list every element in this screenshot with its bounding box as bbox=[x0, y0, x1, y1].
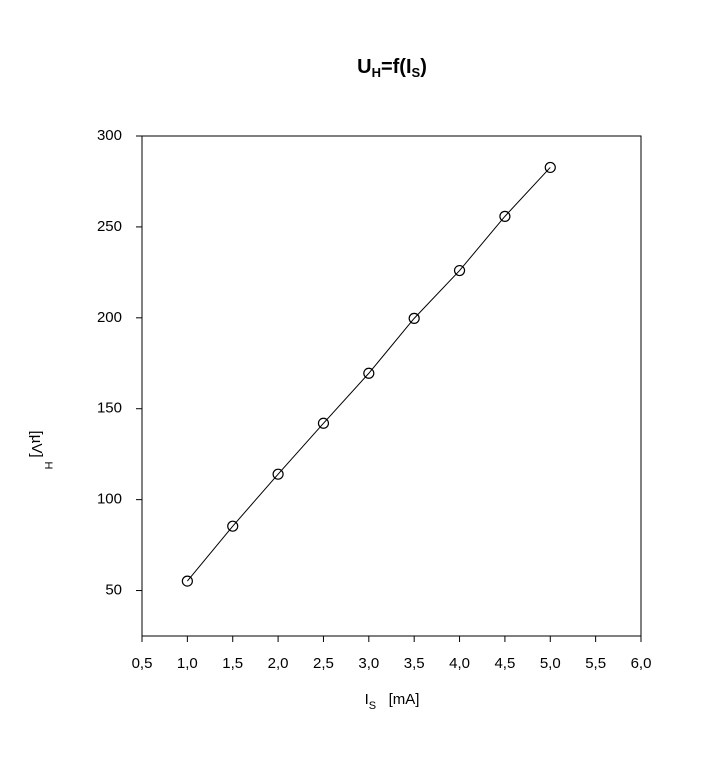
data-point bbox=[272, 468, 284, 480]
y-tick-label: 50 bbox=[105, 582, 122, 599]
data-point bbox=[408, 312, 420, 324]
y-tick-label: 250 bbox=[97, 218, 122, 235]
data-line bbox=[186, 167, 551, 582]
data-point bbox=[227, 520, 239, 532]
x-label-text: [mA] bbox=[376, 691, 419, 708]
x-tick-label: 1,0 bbox=[177, 655, 198, 672]
x-tick-label: 2,0 bbox=[268, 655, 289, 672]
x-tick-label: 4,5 bbox=[494, 655, 515, 672]
data-point bbox=[181, 575, 193, 587]
title-subscript: H bbox=[372, 65, 381, 80]
x-label-text: I bbox=[365, 691, 369, 708]
x-tick-label: 5,5 bbox=[585, 655, 606, 672]
y-tick-label: 200 bbox=[97, 309, 122, 326]
data-point bbox=[453, 264, 466, 277]
y-axis-label: [µV] H bbox=[28, 431, 54, 470]
y-tick-label: 100 bbox=[97, 491, 122, 508]
x-label-subscript: S bbox=[369, 700, 376, 712]
title-subscript: S bbox=[412, 65, 421, 80]
title-text: =f(I bbox=[381, 56, 412, 78]
x-tick-label: 1,5 bbox=[222, 655, 243, 672]
x-tick-label: 4,0 bbox=[449, 655, 470, 672]
data-point bbox=[363, 367, 375, 379]
x-tick-label: 6,0 bbox=[631, 655, 652, 672]
x-axis-label: IS [mA] bbox=[365, 691, 420, 712]
data-point bbox=[317, 417, 330, 429]
title-text: ) bbox=[420, 56, 427, 78]
x-tick-label: 5,0 bbox=[540, 655, 561, 672]
x-tick-label: 3,5 bbox=[404, 655, 425, 672]
title-text: U bbox=[357, 56, 371, 78]
plot-frame bbox=[141, 135, 642, 637]
y-label-text: [µV] bbox=[28, 431, 45, 458]
x-tick-label: 0,5 bbox=[132, 655, 153, 672]
chart-title: UH=f(IS) bbox=[357, 56, 427, 80]
x-tick-label: 2,5 bbox=[313, 655, 334, 672]
x-tick-label: 3,0 bbox=[358, 655, 379, 672]
data-point bbox=[499, 210, 511, 222]
data-point bbox=[544, 161, 556, 174]
y-tick-label: 300 bbox=[97, 127, 122, 144]
y-label-subscript: H bbox=[42, 462, 54, 470]
y-tick-label: 150 bbox=[97, 400, 122, 417]
